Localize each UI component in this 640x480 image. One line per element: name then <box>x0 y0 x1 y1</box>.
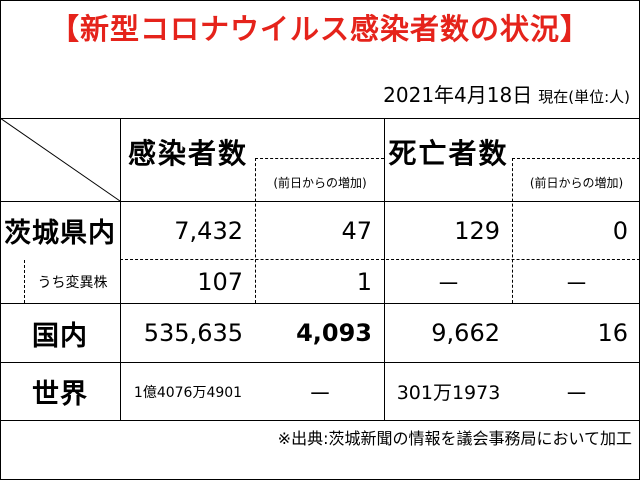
ibaraki-bottom-line <box>120 259 640 261</box>
world-infections-change: － <box>308 380 332 408</box>
header-sub-dash-left <box>255 158 384 159</box>
domestic-infections-change: 4,093 <box>296 319 372 347</box>
world-deaths: 301万1973 <box>396 382 501 404</box>
variant-deaths-change: － <box>564 270 589 298</box>
variant-deaths: － <box>436 270 461 298</box>
ibaraki-deaths: 129 <box>454 216 500 245</box>
table-top-line <box>0 118 640 119</box>
world-deaths-change: － <box>564 380 589 408</box>
page-title: 【新型コロナウイルス感染者数の状況】 <box>49 12 590 46</box>
ibaraki-infections-change: 47 <box>341 216 372 245</box>
header-bottom-line <box>0 201 640 202</box>
variant-indent-dash <box>24 260 25 303</box>
infections-change-dash <box>255 158 256 303</box>
row-label-domestic: 国内 <box>32 320 88 352</box>
variant-infections: 107 <box>197 267 243 296</box>
header-deaths-change: (前日からの増加) <box>529 175 624 190</box>
header-deaths: 死亡者数 <box>388 137 509 170</box>
variant-infections-change: 1 <box>356 267 372 296</box>
row-label-ibaraki: 茨城県内 <box>4 218 116 249</box>
source-note: ※出典:茨城新聞の情報を議会事務局において加工 <box>277 429 632 448</box>
domestic-infections: 535,635 <box>143 319 243 347</box>
variant-bottom-line <box>0 303 640 304</box>
ibaraki-deaths-change: 0 <box>612 216 628 245</box>
table-bottom-line <box>0 420 640 421</box>
ibaraki-infections: 7,432 <box>174 216 243 245</box>
world-infections: 1億4076万4901 <box>133 384 243 401</box>
domestic-deaths: 9,662 <box>431 319 500 347</box>
row-label-variant: うち変異株 <box>37 274 108 291</box>
row-label-world: 世界 <box>32 379 88 410</box>
unit-note: 現在(単位:人) <box>538 88 630 106</box>
header-infections: 感染者数 <box>127 137 248 170</box>
header-infections-change: (前日からの増加) <box>273 175 367 190</box>
domestic-deaths-change: 16 <box>597 319 628 347</box>
corner-diagonal <box>0 118 121 202</box>
report-date: 2021年4月18日 <box>383 83 533 107</box>
label-col-line <box>120 118 121 420</box>
domestic-bottom-line <box>0 362 640 363</box>
deaths-change-dash <box>512 158 513 303</box>
date-line: 2021年4月18日 現在(単位:人) <box>383 79 630 108</box>
deaths-col-line <box>384 118 385 420</box>
header-sub-dash-right <box>512 158 640 159</box>
